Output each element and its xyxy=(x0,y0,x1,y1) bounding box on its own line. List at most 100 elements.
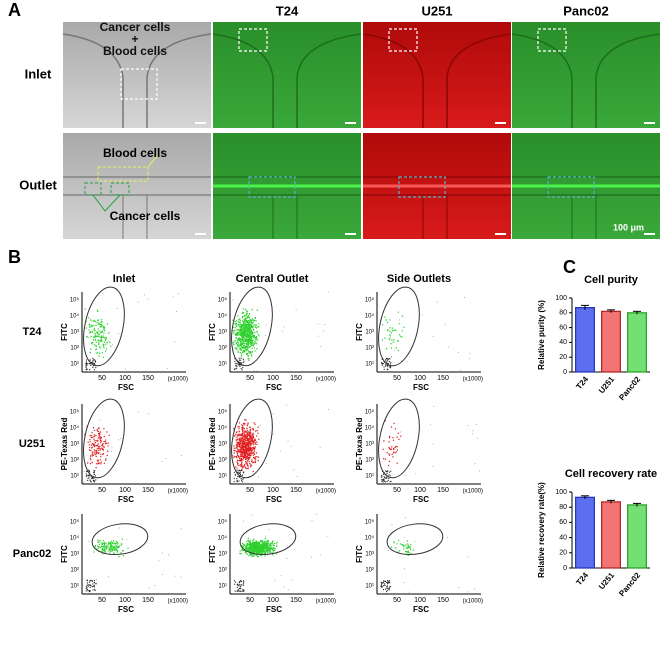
event-dot xyxy=(384,584,386,586)
event-dot xyxy=(87,585,89,587)
event-dot xyxy=(233,445,235,447)
event-dot xyxy=(296,476,298,478)
event-dot xyxy=(240,355,243,357)
event-dot xyxy=(254,546,257,549)
event-dot xyxy=(261,545,263,547)
event-dot xyxy=(241,336,243,338)
x-tick-label: 50 xyxy=(393,375,401,382)
event-dot xyxy=(104,439,107,441)
event-dot xyxy=(248,358,250,360)
y-tick-label: 10² xyxy=(218,346,227,352)
event-dot xyxy=(238,464,240,467)
event-dot xyxy=(103,548,106,550)
event-dot xyxy=(102,356,105,359)
event-dot xyxy=(107,450,109,452)
event-dot xyxy=(384,337,386,339)
event-dot xyxy=(242,367,244,369)
event-dot xyxy=(237,462,239,464)
event-dot xyxy=(235,322,238,324)
event-dot xyxy=(267,551,269,554)
event-dot xyxy=(94,589,96,592)
event-dot xyxy=(405,547,407,549)
event-dot xyxy=(86,587,88,589)
event-dot xyxy=(137,411,139,413)
event-dot xyxy=(94,321,97,323)
event-dot xyxy=(241,478,243,480)
event-dot xyxy=(250,326,252,328)
event-dot xyxy=(406,361,408,363)
event-dot xyxy=(404,551,407,553)
event-dot xyxy=(386,321,389,324)
y-tick-label: 10³ xyxy=(365,552,374,558)
event-dot xyxy=(467,425,469,427)
y-tick-label: 10⁴ xyxy=(365,313,375,320)
event-dot xyxy=(235,466,237,468)
event-dot xyxy=(158,560,160,562)
event-dot xyxy=(469,358,471,360)
event-dot xyxy=(246,429,249,432)
event-dot xyxy=(104,338,107,341)
event-dot xyxy=(254,453,256,455)
event-dot xyxy=(243,589,245,591)
event-dot xyxy=(148,587,150,589)
event-dot xyxy=(247,547,250,549)
event-dot xyxy=(165,458,167,459)
event-dot xyxy=(100,442,102,444)
event-dot xyxy=(401,543,403,546)
event-dot xyxy=(85,475,88,477)
event-dot xyxy=(247,465,249,467)
event-dot xyxy=(389,586,391,588)
event-dot xyxy=(264,545,267,548)
event-dot xyxy=(95,440,98,442)
event-dot xyxy=(233,580,235,582)
event-dot xyxy=(107,449,108,451)
event-dot xyxy=(232,319,234,321)
event-dot xyxy=(144,294,146,296)
event-dot xyxy=(105,350,107,352)
event-dot xyxy=(87,479,89,481)
event-dot xyxy=(234,360,236,362)
event-dot xyxy=(238,431,240,433)
event-dot xyxy=(241,481,244,483)
event-dot xyxy=(254,442,257,444)
event-dot xyxy=(259,549,261,552)
event-dot xyxy=(102,335,104,337)
event-dot xyxy=(385,358,387,360)
y-axis-label: FITC xyxy=(60,323,69,341)
event-dot xyxy=(244,445,246,447)
y-tick-label: 80 xyxy=(559,310,567,317)
event-dot xyxy=(89,446,91,449)
event-dot xyxy=(250,334,252,336)
event-dot xyxy=(385,470,387,472)
event-dot xyxy=(409,546,411,548)
x-tick-label: 150 xyxy=(142,487,154,494)
x-axis-label: FSC xyxy=(413,605,429,614)
event-dot xyxy=(253,422,255,424)
event-dot xyxy=(467,591,469,593)
event-dot xyxy=(242,447,244,449)
event-dot xyxy=(390,347,393,349)
event-dot xyxy=(242,465,244,467)
event-dot xyxy=(100,325,102,328)
event-dot xyxy=(103,428,105,430)
event-dot xyxy=(147,298,149,300)
event-dot xyxy=(323,330,324,332)
event-dot xyxy=(257,333,259,335)
event-dot xyxy=(238,587,240,590)
event-dot xyxy=(240,590,242,593)
event-dot xyxy=(98,340,101,342)
event-dot xyxy=(99,448,101,450)
x-tick-label: 50 xyxy=(246,597,254,604)
event-dot xyxy=(92,427,95,429)
event-dot xyxy=(248,351,250,353)
event-dot xyxy=(93,325,95,327)
event-dot xyxy=(251,332,253,334)
roi-box xyxy=(398,176,446,198)
event-dot xyxy=(251,452,254,454)
event-dot xyxy=(107,541,110,544)
event-dot xyxy=(253,370,255,372)
event-dot xyxy=(87,441,89,443)
y-axis-label: FITC xyxy=(60,545,69,563)
event-dot xyxy=(415,473,417,475)
x-tick-label: 50 xyxy=(98,487,106,494)
